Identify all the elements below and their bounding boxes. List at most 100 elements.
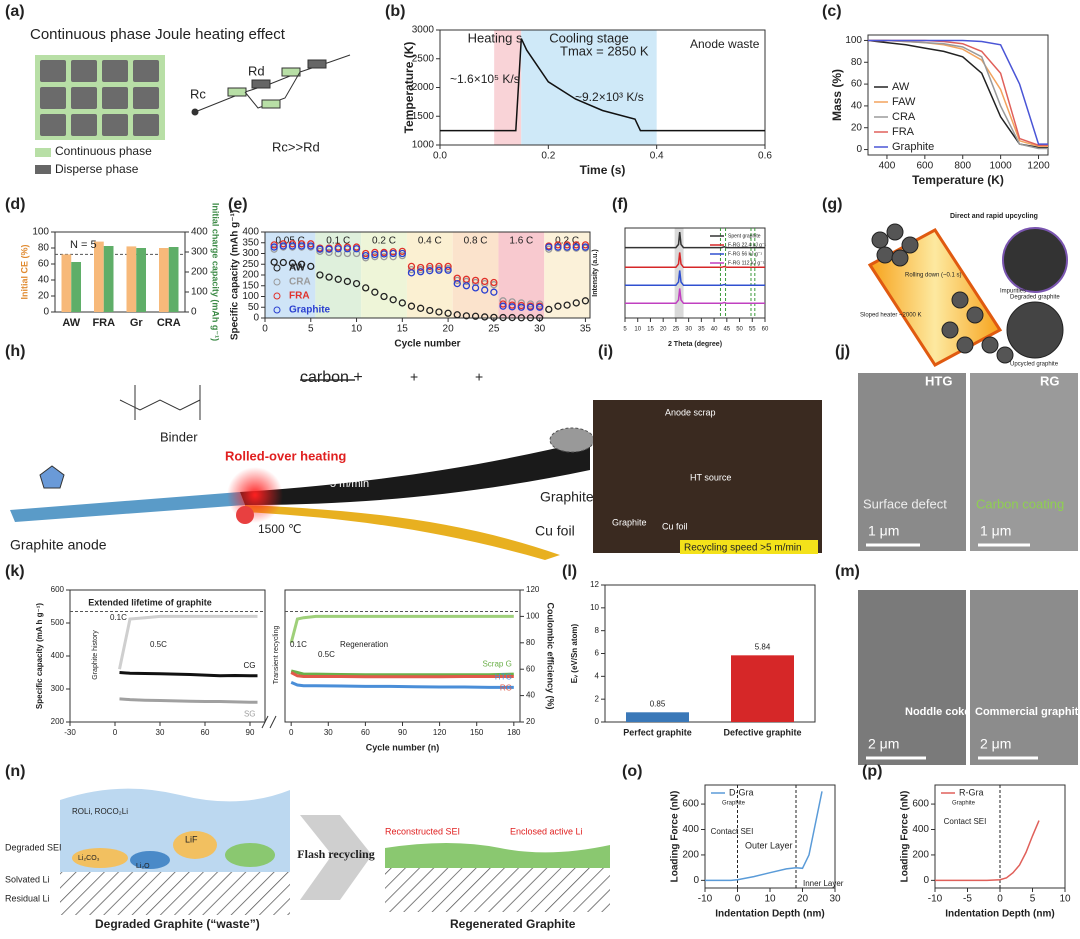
legend-swatch: [35, 165, 51, 174]
point: [426, 264, 434, 273]
x-tick-label: FRA: [92, 317, 115, 329]
y-tick-label: 1500: [412, 111, 435, 122]
point: [444, 309, 452, 317]
disperse-cell: [71, 87, 97, 109]
point: [563, 241, 571, 249]
text: 1 μm: [980, 523, 1011, 539]
point: [352, 245, 361, 253]
annotation: Inner Layer: [803, 879, 844, 888]
point: [426, 306, 434, 315]
line: [119, 697, 258, 704]
text: RG: [1040, 373, 1060, 388]
legend-label: FRA: [289, 291, 310, 302]
x-tick-label: 60: [361, 728, 370, 737]
legend-label: CRA: [892, 111, 916, 123]
legend-label: F-RG 56 kJ g⁻¹: [728, 251, 762, 257]
x-tick-label: -10: [698, 894, 713, 905]
particle: [901, 236, 919, 254]
y-tick-label: 150: [242, 280, 259, 291]
x-tick-label: 400: [879, 161, 896, 172]
y-tick-label: 0: [693, 875, 699, 886]
text: Degraded graphite: [1010, 295, 1060, 301]
span-label: 0.4 C: [418, 236, 442, 247]
x-tick-label: 0.6: [758, 151, 772, 162]
legend-label: FAW: [892, 96, 916, 108]
point: [362, 284, 370, 292]
point: [435, 266, 443, 274]
annotation: Contact SEI: [711, 827, 754, 836]
point: [288, 259, 297, 267]
rolling-diagram: [10, 379, 595, 560]
point: [371, 248, 379, 257]
point: [343, 245, 352, 253]
annotation: Contact SEI: [944, 817, 987, 826]
y-tick-label: 40: [851, 101, 863, 112]
point: [279, 242, 287, 250]
y-tick-label: 2500: [412, 53, 435, 64]
legend-swatch: [35, 148, 51, 157]
x-tick-label: 10: [634, 327, 641, 333]
x-tick-label: 0: [113, 728, 118, 737]
annotation: N = 5: [70, 239, 97, 251]
point: [362, 254, 370, 262]
point: [270, 245, 278, 253]
panel-label: (p): [862, 763, 882, 780]
span-label: 0.1 C: [326, 236, 350, 247]
sem-image: [858, 590, 966, 765]
point: [325, 248, 333, 257]
span: [521, 30, 657, 145]
x-tick-label: 150: [470, 728, 484, 737]
x-tick-label: 25: [488, 324, 500, 335]
point: [416, 268, 425, 276]
x-tick-label: 90: [398, 728, 407, 737]
disperse-cell: [71, 60, 97, 82]
text: Reconstructed SEI: [385, 826, 460, 836]
particle: [996, 346, 1014, 364]
point: [407, 302, 416, 310]
y-tick-label: 10: [590, 603, 599, 612]
x-tick-label: 15: [397, 324, 409, 335]
point: [435, 262, 443, 271]
point: [371, 288, 379, 296]
y-axis-label: Loading Force (nN): [900, 791, 911, 883]
x-tick-label: 5: [308, 324, 314, 335]
legend-label: Graphite: [289, 305, 331, 316]
legend-label: Graphite: [892, 141, 934, 153]
text: +: [475, 369, 483, 385]
text: Li₂O: [136, 863, 150, 870]
legend-swatch: [273, 264, 281, 272]
line: [935, 820, 1040, 882]
x-axis-label: Indentation Depth (nm): [945, 909, 1054, 920]
sem-image: [970, 373, 1078, 551]
text: Cu foil: [662, 521, 688, 531]
legend-label: HTG: [495, 672, 512, 681]
x-tick-label: 35: [698, 327, 705, 333]
point: [490, 281, 498, 289]
y-tick-label: 600: [682, 799, 699, 810]
y-tick-label: 50: [248, 302, 260, 313]
text: Continuous phase Joule heating effect: [30, 26, 286, 43]
x-tick-label: 600: [916, 161, 933, 172]
line: [705, 791, 823, 882]
y-tick-label: 500: [51, 618, 65, 627]
point: [526, 303, 535, 311]
text: Flash recycling: [297, 847, 374, 861]
x-axis-label: Indentation Depth (nm): [715, 909, 824, 920]
x-tick-label: 120: [433, 728, 447, 737]
y-tick-label: 300: [51, 684, 65, 693]
plot-frame: [624, 227, 766, 319]
point: [316, 247, 324, 256]
y-tick-label: 80: [38, 243, 50, 254]
y-tick-label: 2: [595, 694, 600, 703]
text: Graphite: [612, 517, 647, 527]
x-tick-label: 45: [723, 327, 730, 333]
span-label: 0.2 C: [372, 236, 396, 247]
disperse-cell: [40, 60, 66, 82]
point: [279, 258, 287, 267]
bar: [94, 241, 104, 312]
y-tick-label: 3000: [412, 25, 435, 36]
point: [535, 314, 544, 322]
legend-label: D-Gra: [729, 787, 754, 797]
annotation: Extended lifetime of graphite: [88, 597, 212, 607]
x-tick-label: Defective graphite: [723, 727, 801, 737]
